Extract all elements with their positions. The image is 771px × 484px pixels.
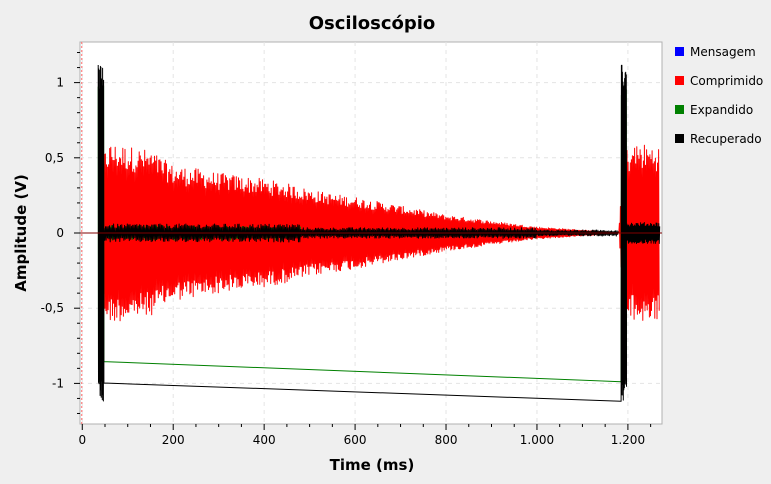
legend-label: Comprimido (690, 74, 763, 88)
legend-label: Expandido (690, 103, 753, 117)
chart-title: Osciloscópio (309, 13, 436, 34)
trace-recuperado (97, 64, 661, 402)
x-tick-label: 800 (435, 433, 458, 447)
x-tick-label: 1.000 (520, 433, 554, 447)
y-tick-label: -0,5 (41, 301, 64, 315)
y-tick-label: 0,5 (45, 151, 64, 165)
x-tick-label: 400 (253, 433, 276, 447)
legend-swatch (675, 105, 684, 114)
legend-item-comprimido[interactable]: Comprimido (675, 74, 763, 88)
x-tick-label: 1.200 (611, 433, 645, 447)
legend-label: Mensagem (690, 45, 756, 59)
legend-item-expandido[interactable]: Expandido (675, 103, 753, 117)
x-axis-label: Time (ms) (330, 456, 415, 474)
x-tick-label: 0 (78, 433, 86, 447)
legend-swatch (675, 134, 684, 143)
legend-swatch (675, 47, 684, 56)
x-axis: 0 200 400 600 800 1.000 1.200 (78, 424, 652, 447)
legend-swatch (675, 76, 684, 85)
legend-label: Recuperado (690, 132, 762, 146)
y-axis-label: Amplitude (V) (12, 174, 30, 292)
x-tick-label: 600 (344, 433, 367, 447)
y-tick-label: 0 (56, 226, 64, 240)
series-recuperado (97, 64, 661, 402)
y-tick-label: -1 (52, 376, 64, 390)
x-tick-label: 200 (162, 433, 185, 447)
signal-traces (80, 42, 662, 424)
legend-item-recuperado[interactable]: Recuperado (675, 132, 762, 146)
y-axis: 1 0,5 0 -0,5 -1 (41, 52, 80, 414)
legend: Mensagem Comprimido Expandido Recuperado (675, 45, 763, 146)
y-tick-label: 1 (56, 76, 64, 90)
legend-item-mensagem[interactable]: Mensagem (675, 45, 756, 59)
